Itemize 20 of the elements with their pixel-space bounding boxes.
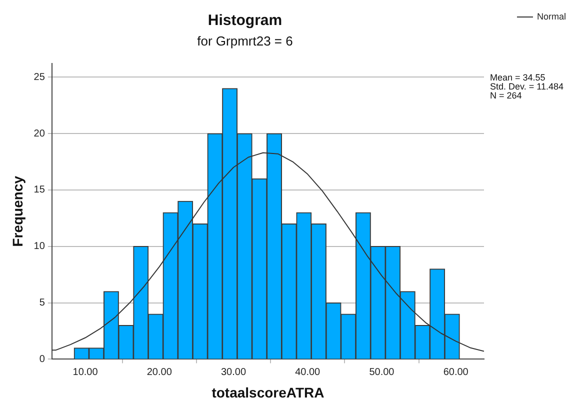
- y-tick-label: 20: [34, 128, 46, 140]
- y-tick-label: 10: [34, 241, 46, 252]
- x-tick-label: 60.00: [443, 366, 469, 378]
- x-tick-label: 10.00: [72, 366, 98, 378]
- x-tick-label: 30.00: [220, 366, 246, 378]
- y-tick-label: 25: [34, 72, 46, 83]
- text: Mean = 34.55: [490, 72, 546, 83]
- y-tick-label: 15: [34, 184, 46, 196]
- x-tick-label: 50.00: [369, 366, 395, 378]
- text: N = 264: [490, 90, 522, 101]
- chart-title: Histogram: [208, 12, 282, 30]
- x-axis-title: totaalscoreATRA: [212, 384, 324, 400]
- chart-subtitle: for Grpmrt23 = 6: [197, 33, 293, 48]
- y-tick-label: 5: [39, 298, 46, 309]
- y-axis-title: Frequency: [9, 176, 26, 247]
- legend-label: Normal: [536, 11, 566, 22]
- y-tick-label: 0: [39, 354, 46, 365]
- x-tick-label: 40.00: [295, 366, 321, 378]
- text: Std. Dev. = 11.484: [490, 82, 564, 92]
- x-tick-label: 20.00: [146, 366, 172, 378]
